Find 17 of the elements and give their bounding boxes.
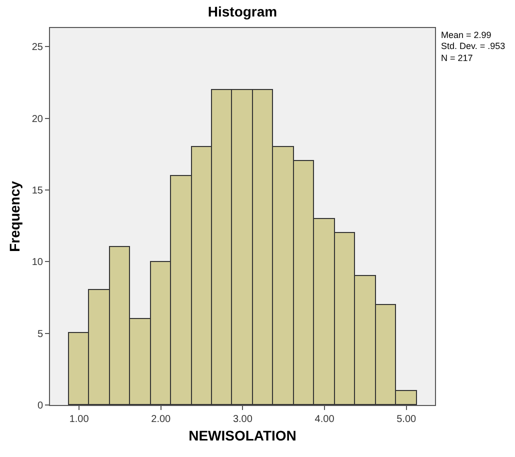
y-tick-label: 10 (32, 257, 44, 268)
y-tick-label: 15 (32, 185, 44, 196)
y-tick-label: 25 (32, 42, 44, 54)
y-tick-label: 5 (37, 328, 44, 340)
text: Std. Dev. = .953 (441, 41, 506, 51)
text: Mean = 2.99 (441, 30, 492, 40)
y-axis-title: Frequency (6, 180, 22, 252)
y-tick-label: 20 (32, 114, 44, 125)
x-tick-label: 5.00 (396, 414, 417, 425)
chart-title: Histogram (208, 4, 278, 20)
x-tick-label: 3.00 (232, 414, 253, 425)
text: N = 217 (441, 53, 473, 63)
x-tick-label: 1.00 (69, 414, 90, 425)
x-tick-label: 2.00 (151, 414, 172, 425)
y-tick-label: 0 (37, 400, 44, 412)
x-axis-title: NEWISOLATION (188, 427, 296, 444)
x-tick-label: 4.00 (314, 414, 335, 425)
